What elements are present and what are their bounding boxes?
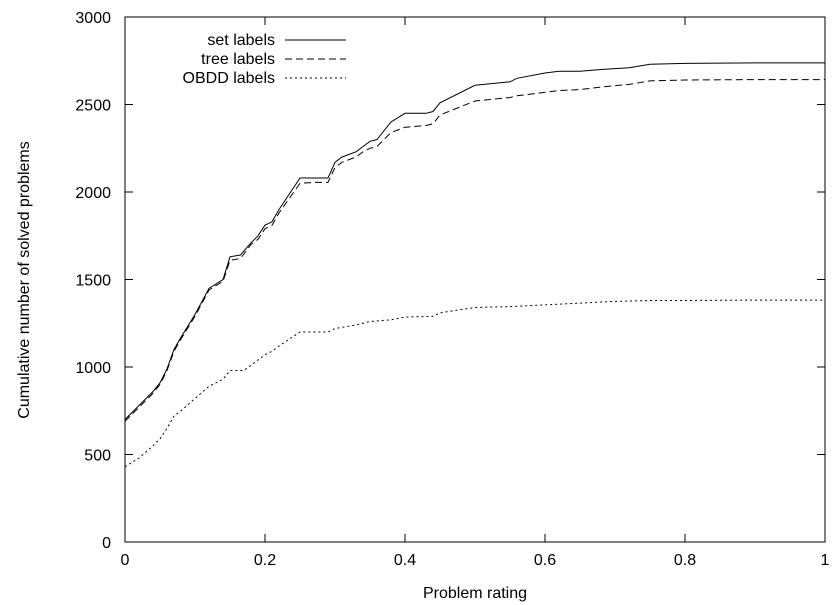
x-tick-label: 0.8 xyxy=(674,552,696,569)
y-tick-label: 3000 xyxy=(75,10,111,27)
series-lines xyxy=(124,62,825,468)
legend: set labels tree labels OBDD labels xyxy=(183,32,346,87)
y-tick-label: 0 xyxy=(102,535,111,552)
y-tick-label: 2000 xyxy=(75,185,111,202)
x-axis-ticks: 0 0.2 0.4 0.6 0.8 1 xyxy=(121,17,830,569)
x-tick-label: 0 xyxy=(121,552,130,569)
y-axis-ticks: 0 500 1000 1500 2000 2500 3000 xyxy=(75,10,825,552)
y-tick-label: 500 xyxy=(84,448,111,465)
x-tick-label: 1 xyxy=(821,552,830,569)
legend-label: OBDD labels xyxy=(183,70,275,87)
y-tick-label: 1500 xyxy=(75,273,111,290)
x-tick-label: 0.6 xyxy=(534,552,556,569)
x-axis-label: Problem rating xyxy=(423,585,527,602)
x-tick-label: 0.4 xyxy=(394,552,416,569)
y-tick-label: 1000 xyxy=(75,360,111,377)
legend-label: tree labels xyxy=(201,51,275,68)
plot-frame xyxy=(124,16,826,543)
y-axis-label: Cumulative number of solved problems xyxy=(16,141,33,418)
series-line-obdd-labels xyxy=(124,299,825,468)
legend-label: set labels xyxy=(207,32,275,49)
series-line-set-labels xyxy=(124,62,825,420)
x-tick-label: 0.2 xyxy=(254,552,276,569)
y-tick-label: 2500 xyxy=(75,98,111,115)
series-line-tree-labels xyxy=(124,79,825,422)
